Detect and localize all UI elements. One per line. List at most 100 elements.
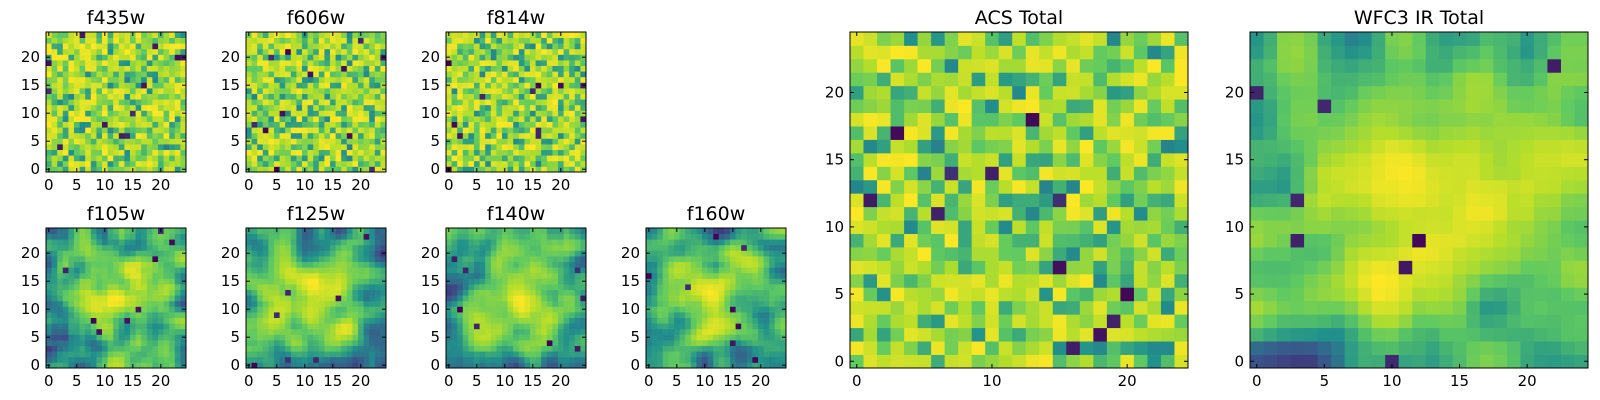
heatmap-cell [674,267,680,274]
heatmap-cell [262,261,269,268]
heatmap-cell [668,345,675,352]
heatmap-cell [313,317,320,324]
heatmap-cell [257,116,264,122]
heatmap-cell [74,340,80,346]
heatmap-cell [530,155,536,162]
heatmap-cell [296,132,303,139]
heatmap-cell [490,160,497,167]
heatmap-cell [696,261,703,268]
heatmap-cell [718,300,725,307]
heatmap-cell [507,166,514,173]
heatmap-cell [374,256,381,262]
heatmap-cell [257,351,264,358]
heatmap-cell [46,295,52,302]
heatmap-cell [135,289,142,296]
heatmap-cell [1120,193,1135,208]
heatmap-cell [696,284,703,290]
heatmap-cell [152,317,159,324]
heatmap-cell [718,228,725,234]
heatmap-cell [107,32,114,38]
heatmap-cell [85,256,92,262]
heatmap-cell [446,312,452,318]
heatmap-cell [746,239,753,246]
panel-title: f435w [87,7,146,29]
heatmap-cell [290,110,297,117]
heatmap-cell [917,206,932,221]
heatmap-cell [479,239,486,246]
heatmap-cell [279,228,286,234]
heatmap-cell [707,351,714,358]
heatmap-cell [124,82,131,89]
heatmap-cell [541,138,548,145]
heatmap-cell [118,71,125,78]
heatmap-cell [490,312,497,318]
heatmap-cell [479,60,486,66]
heatmap-cell [135,116,142,122]
heatmap-cell [363,116,370,122]
heatmap-cell [102,54,108,61]
heatmap-cell [180,43,187,50]
heatmap-cell [57,82,64,89]
heatmap-cell [307,88,314,94]
heatmap-cell [257,272,264,279]
heatmap-cell [690,272,697,279]
heatmap-cell [490,323,497,330]
heatmap-cell [485,334,492,341]
heatmap-cell [46,233,52,240]
heatmap-cell [46,43,52,50]
heatmap-cell [769,228,776,234]
heatmap-cell [169,127,176,134]
heatmap-cell [558,256,564,262]
heatmap-cell [279,306,286,313]
heatmap-cell [657,256,664,262]
heatmap-cell [330,160,336,167]
heatmap-cell [863,273,878,288]
heatmap-cell [735,340,742,346]
heatmap-cell [257,340,264,346]
heatmap-cell [302,239,308,246]
heatmap-cell [302,351,308,358]
heatmap-cell [752,295,759,302]
heatmap-cell [735,306,742,313]
heatmap-cell [530,317,536,324]
heatmap-cell [124,93,131,100]
heatmap-cell [307,71,314,78]
heatmap-cell [374,138,381,145]
heatmap-cell [96,54,103,61]
heatmap-cell [296,93,303,100]
heatmap-cell [51,116,58,122]
heatmap-cell [57,110,64,117]
heatmap-cell [313,295,320,302]
heatmap-cell [46,160,52,167]
heatmap-cell [502,328,508,335]
heatmap-cell [74,284,80,290]
heatmap-cell [79,166,86,173]
heatmap-cell [496,362,503,369]
heatmap-cell [279,233,286,240]
heatmap-cell [279,37,286,44]
heatmap-cell [752,250,759,257]
heatmap-cell [313,312,320,318]
heatmap-cell [1079,354,1094,369]
heatmap-cell [279,104,286,111]
heatmap-cell [474,99,480,106]
heatmap-cell [513,351,520,358]
heatmap-cell [57,261,64,268]
heatmap-cell [569,233,576,240]
heatmap-cell [662,306,669,313]
heatmap-cell [746,323,753,330]
heatmap-cell [96,239,103,246]
heatmap-cell [363,155,370,162]
heatmap-cell [718,340,725,346]
heatmap-cell [296,300,303,307]
heatmap-cell [451,104,458,111]
heatmap-cell [68,250,75,257]
heatmap-cell [513,345,520,352]
heatmap-cell [268,312,275,318]
heatmap-cell [158,65,164,72]
x-tick-label: 15 [323,176,342,194]
heatmap-cell [646,284,652,290]
heatmap-cell [690,228,697,234]
y-tick-label: 0 [30,160,40,178]
heatmap-cell [563,54,570,61]
